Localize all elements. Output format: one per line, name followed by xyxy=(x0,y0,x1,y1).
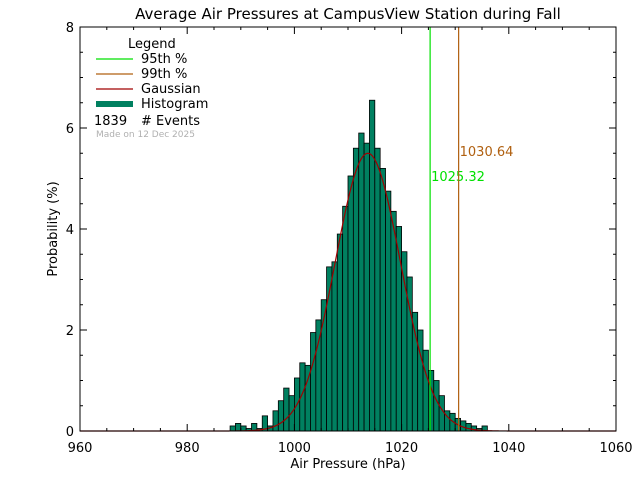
histogram-bar xyxy=(272,410,279,432)
legend-item-label: 99th % xyxy=(141,67,187,82)
histogram-bar xyxy=(385,190,392,432)
chart-title: Average Air Pressures at CampusView Stat… xyxy=(135,5,561,23)
legend-item-label: 95th % xyxy=(141,52,187,67)
y-axis-label: Probability (%) xyxy=(46,181,61,276)
x-tick-label: 1020 xyxy=(385,441,418,456)
histogram-bar xyxy=(235,423,242,432)
histogram-bar xyxy=(358,132,365,432)
y-tick-label: 8 xyxy=(66,21,74,36)
legend-title: Legend xyxy=(128,37,176,52)
histogram-bar xyxy=(352,147,360,432)
histogram-bar xyxy=(363,142,370,432)
y-axis-ticks: 0 2 4 6 8 xyxy=(66,21,616,440)
histogram-bar xyxy=(390,210,397,432)
percentile-label: 1025.32 xyxy=(431,170,485,185)
histogram-bar xyxy=(229,425,236,432)
legend-item-label: Histogram xyxy=(141,97,208,112)
histogram-bar xyxy=(465,423,472,432)
histogram-bars xyxy=(229,99,488,432)
x-tick-label: 1000 xyxy=(278,441,311,456)
histogram-bar xyxy=(422,349,429,432)
histogram-bar xyxy=(336,233,344,432)
x-tick-label: 960 xyxy=(68,441,93,456)
histogram-bar xyxy=(277,400,285,432)
histogram-bar xyxy=(374,147,381,432)
histogram-bar xyxy=(438,395,445,432)
made-on-note: Made on 12 Dec 2025 xyxy=(96,130,195,140)
legend-item-label: Gaussian xyxy=(141,82,201,97)
histogram-bar xyxy=(401,251,408,432)
x-tick-label: 1040 xyxy=(492,441,525,456)
x-tick-label: 980 xyxy=(175,441,200,456)
y-tick-label: 6 xyxy=(66,122,74,137)
y-tick-label: 0 xyxy=(66,425,74,440)
histogram-bar xyxy=(411,311,419,432)
histogram-bar xyxy=(427,369,435,432)
histogram-bar xyxy=(342,205,349,432)
y-tick-label: 4 xyxy=(66,223,74,238)
histogram-bar xyxy=(379,167,386,432)
x-axis-ticks: 960 980 1000 1020 1040 1060 xyxy=(68,27,633,456)
histogram-bar xyxy=(331,261,338,432)
x-tick-label: 1060 xyxy=(599,441,632,456)
histogram-bar xyxy=(369,99,376,432)
legend-events-count: 1839 xyxy=(94,114,127,129)
percentile-label: 1030.64 xyxy=(460,145,514,160)
x-axis-label: Air Pressure (hPa) xyxy=(290,457,405,472)
percentile-lines: 1025.32 1030.64 xyxy=(429,27,514,431)
histogram-bar xyxy=(433,380,440,432)
histogram-bar xyxy=(283,387,290,432)
legend-events-label: # Events xyxy=(141,114,200,129)
y-tick-label: 2 xyxy=(66,324,74,339)
histogram-bar xyxy=(347,175,354,432)
histogram-bar xyxy=(310,332,317,432)
